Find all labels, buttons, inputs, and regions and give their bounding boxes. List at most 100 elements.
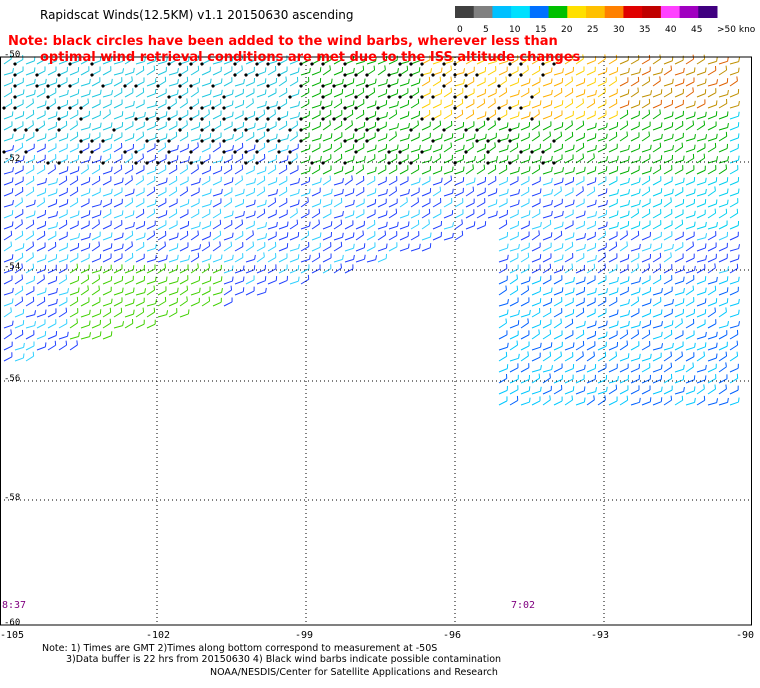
- wind-barb: [729, 298, 740, 307]
- wind-barb: [289, 188, 300, 197]
- wind-barb: [553, 210, 564, 219]
- wind-barb: [420, 55, 431, 66]
- wind-barb: [80, 210, 91, 219]
- wind-barb: [630, 68, 642, 76]
- wind-barb: [299, 122, 311, 132]
- wind-barb: [652, 133, 663, 142]
- wind-barb: [25, 230, 35, 241]
- wind-barb: [652, 364, 663, 373]
- wind-barb: [190, 297, 200, 307]
- wind-barb: [443, 109, 453, 120]
- wind-barb: [377, 243, 388, 252]
- wind-barb: [333, 232, 344, 241]
- wind-barb: [69, 308, 79, 318]
- wind-barb: [564, 66, 574, 76]
- wind-barb: [586, 77, 596, 87]
- wind-barb: [267, 253, 277, 263]
- wind-barb: [597, 297, 607, 307]
- wind-barb: [233, 142, 244, 154]
- wind-barb: [487, 120, 496, 131]
- wind-barb: [80, 220, 90, 230]
- wind-barb: [564, 386, 575, 395]
- wind-barb: [443, 154, 453, 164]
- wind-barb: [487, 164, 497, 175]
- wind-barb: [377, 210, 388, 219]
- wind-barb: [300, 144, 311, 153]
- wind-barb: [289, 232, 300, 241]
- wind-barb: [69, 186, 79, 197]
- wind-barb: [608, 287, 619, 296]
- wind-barb: [212, 142, 221, 153]
- wind-barb: [652, 209, 662, 219]
- wind-barb: [454, 219, 463, 230]
- wind-barb: [190, 244, 202, 252]
- wind-barb: [663, 351, 672, 362]
- wind-barb: [277, 144, 289, 154]
- wind-barb: [36, 221, 47, 230]
- wind-barb: [36, 143, 46, 153]
- wind-barb: [266, 121, 277, 132]
- wind-barb: [729, 143, 739, 153]
- wind-barb: [354, 65, 365, 77]
- wind-barb: [476, 209, 486, 219]
- wind-barb: [685, 210, 696, 219]
- wind-barb: [179, 98, 188, 109]
- wind-barb: [355, 175, 365, 186]
- wind-barb: [278, 243, 289, 252]
- wind-barb: [520, 166, 531, 175]
- wind-barb: [255, 109, 266, 121]
- time-label-left: 8:37: [2, 600, 27, 611]
- wind-barb: [608, 330, 618, 340]
- wind-barb: [91, 175, 101, 186]
- wind-barb: [255, 55, 266, 66]
- wind-barb: [630, 363, 640, 373]
- wind-barb: [608, 351, 617, 362]
- wind-barb: [575, 276, 586, 285]
- wind-barb: [25, 241, 34, 252]
- wind-barb: [200, 133, 212, 143]
- wind-barb: [520, 341, 530, 351]
- wind-barb: [46, 154, 57, 165]
- wind-barb: [256, 252, 265, 263]
- wind-barb: [718, 164, 728, 175]
- wind-barb: [289, 165, 299, 175]
- wind-barb: [123, 143, 135, 154]
- wind-barb: [498, 87, 508, 98]
- wind-barb: [476, 143, 486, 153]
- wind-barb: [641, 208, 651, 219]
- wind-barb: [696, 255, 708, 263]
- wind-barb: [90, 143, 101, 154]
- wind-barb: [453, 98, 464, 110]
- wind-barb: [223, 285, 233, 296]
- wind-barb: [245, 286, 255, 296]
- wind-barb: [14, 252, 24, 263]
- wind-barb: [619, 299, 630, 307]
- wind-barb: [652, 68, 664, 76]
- wind-barb: [80, 297, 90, 307]
- wind-barb: [608, 363, 618, 373]
- wind-barb: [663, 65, 673, 76]
- wind-barb: [641, 397, 652, 406]
- wind-barb: [597, 188, 608, 197]
- wind-barb: [388, 165, 398, 175]
- wind-barb: [201, 231, 211, 241]
- wind-barb: [553, 396, 563, 406]
- wind-barb: [311, 78, 322, 87]
- wind-barb: [113, 198, 123, 208]
- wind-barb: [245, 254, 256, 263]
- wind-barb: [696, 298, 707, 307]
- wind-barb: [113, 187, 123, 197]
- wind-barb: [729, 351, 739, 362]
- wind-barb: [157, 187, 167, 197]
- wind-barb: [619, 276, 630, 285]
- wind-barb: [619, 264, 629, 274]
- wind-barb: [641, 186, 651, 197]
- wind-barb: [69, 233, 80, 241]
- wind-barb: [652, 164, 662, 175]
- wind-barb: [168, 297, 178, 307]
- wind-barb: [25, 263, 35, 274]
- wind-barb: [322, 231, 333, 241]
- wind-barb: [542, 242, 552, 252]
- wind-barb: [531, 365, 542, 373]
- wind-barb: [685, 100, 696, 109]
